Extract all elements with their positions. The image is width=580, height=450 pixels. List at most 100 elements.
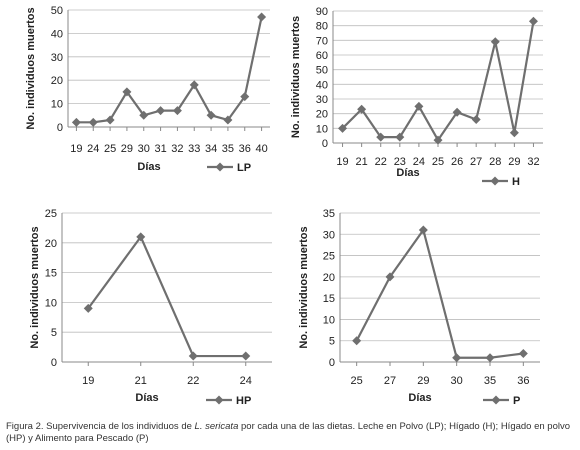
data-point bbox=[88, 117, 98, 127]
x-tick-label: 25 bbox=[432, 156, 444, 168]
y-tick-label: 80 bbox=[316, 21, 328, 33]
x-tick-label: 23 bbox=[394, 156, 406, 168]
x-tick-label: 33 bbox=[188, 143, 200, 155]
legend-marker bbox=[214, 395, 224, 405]
legend-marker bbox=[215, 162, 225, 172]
data-point bbox=[385, 272, 395, 282]
x-tick-label: 27 bbox=[384, 375, 396, 387]
data-point bbox=[338, 123, 348, 133]
x-tick-label: 25 bbox=[104, 143, 116, 155]
data-point bbox=[172, 106, 182, 116]
y-tick-label: 0 bbox=[322, 138, 328, 150]
data-point bbox=[414, 101, 424, 111]
data-point bbox=[357, 104, 367, 114]
chart-p: 0 5 10 15 20 25 30 35 25 27 29 30 35 36 No. individuos… bbox=[298, 208, 540, 407]
data-point bbox=[352, 336, 362, 346]
y-tick-label: 5 bbox=[329, 336, 335, 348]
x-tick-label: 28 bbox=[489, 156, 501, 168]
chart-lp: 0 10 20 30 40 50 19 24 25 29 30 31 32 33 34 35 36 40 No. i… bbox=[25, 5, 270, 174]
legend-marker bbox=[490, 176, 500, 186]
x-tick-label: 24 bbox=[87, 143, 99, 155]
y-tick-label: 40 bbox=[316, 79, 328, 91]
y-tick-label: 30 bbox=[323, 229, 335, 241]
data-point bbox=[122, 87, 132, 97]
data-point bbox=[433, 135, 443, 145]
data-point bbox=[240, 92, 250, 102]
data-point bbox=[509, 128, 519, 138]
x-tick-label: 32 bbox=[527, 156, 539, 168]
x-axis-label: Días bbox=[135, 392, 158, 404]
legend-label: P bbox=[513, 395, 520, 407]
series-line bbox=[76, 16, 263, 124]
y-tick-label: 50 bbox=[51, 5, 63, 17]
x-tick-label: 35 bbox=[222, 143, 234, 155]
data-point bbox=[471, 115, 481, 125]
x-tick-label: 26 bbox=[451, 156, 463, 168]
data-point bbox=[156, 106, 166, 116]
x-tick-label: 24 bbox=[240, 375, 252, 387]
x-axis-label: Días bbox=[396, 167, 419, 179]
y-tick-label: 0 bbox=[57, 122, 63, 134]
x-tick-label: 24 bbox=[413, 156, 425, 168]
y-tick-label: 10 bbox=[45, 297, 57, 309]
y-tick-label: 20 bbox=[316, 109, 328, 121]
series-line bbox=[355, 228, 524, 359]
x-tick-label: 19 bbox=[336, 156, 348, 168]
y-tick-label: 0 bbox=[51, 357, 57, 369]
data-point bbox=[105, 115, 115, 125]
y-tick-label: 25 bbox=[45, 208, 57, 220]
x-tick-label: 22 bbox=[187, 375, 199, 387]
x-tick-label: 29 bbox=[121, 143, 133, 155]
y-tick-label: 60 bbox=[316, 50, 328, 62]
x-tick-label: 25 bbox=[351, 375, 363, 387]
y-tick-label: 30 bbox=[316, 94, 328, 106]
data-point bbox=[257, 12, 267, 22]
y-tick-label: 90 bbox=[316, 6, 328, 18]
x-tick-label: 32 bbox=[171, 143, 183, 155]
data-point bbox=[490, 37, 500, 47]
y-tick-label: 50 bbox=[316, 65, 328, 77]
y-axis-label: No. individuos muertos bbox=[290, 16, 302, 138]
y-tick-label: 70 bbox=[316, 35, 328, 47]
y-axis-label: No. individuos muertos bbox=[25, 7, 37, 129]
x-tick-label: 30 bbox=[451, 375, 463, 387]
x-tick-label: 22 bbox=[375, 156, 387, 168]
x-tick-label: 19 bbox=[70, 143, 82, 155]
data-point bbox=[83, 303, 93, 313]
y-tick-label: 10 bbox=[316, 123, 328, 135]
caption-prefix: Figura 2. Supervivencia de los individuo… bbox=[6, 421, 195, 432]
series-line bbox=[87, 235, 246, 358]
caption-suffix: por cada una de las dietas. Leche en Pol… bbox=[6, 421, 571, 444]
x-tick-label: 34 bbox=[205, 143, 217, 155]
y-tick-label: 40 bbox=[51, 28, 63, 40]
data-point bbox=[241, 351, 251, 361]
x-tick-label: 30 bbox=[138, 143, 150, 155]
data-point bbox=[71, 117, 81, 127]
x-tick-label: 29 bbox=[417, 375, 429, 387]
y-tick-label: 0 bbox=[329, 357, 335, 369]
data-point bbox=[518, 348, 528, 358]
data-point bbox=[528, 16, 538, 26]
legend-marker bbox=[491, 395, 501, 405]
y-tick-label: 20 bbox=[323, 272, 335, 284]
data-point bbox=[189, 80, 199, 90]
x-tick-label: 40 bbox=[255, 143, 267, 155]
x-tick-label: 29 bbox=[508, 156, 520, 168]
data-point bbox=[376, 132, 386, 142]
data-point bbox=[452, 353, 462, 363]
data-point bbox=[418, 225, 428, 235]
x-tick-label: 21 bbox=[135, 375, 147, 387]
data-point bbox=[188, 351, 198, 361]
y-tick-label: 5 bbox=[51, 327, 57, 339]
y-tick-label: 25 bbox=[323, 251, 335, 263]
x-tick-label: 36 bbox=[517, 375, 529, 387]
chart-h: 0 10 20 30 40 50 60 70 80 90 19 21 22 23 24 25 26 27 28 29 3… bbox=[290, 6, 543, 188]
caption-species: L. sericata bbox=[194, 421, 239, 432]
x-axis-label: Días bbox=[408, 392, 431, 404]
data-point bbox=[136, 232, 146, 242]
data-point bbox=[485, 353, 495, 363]
y-tick-label: 35 bbox=[323, 208, 335, 220]
x-tick-label: 35 bbox=[484, 375, 496, 387]
y-tick-label: 30 bbox=[51, 52, 63, 64]
